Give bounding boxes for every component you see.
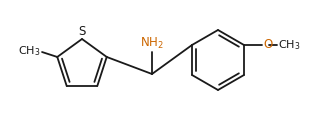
Text: NH$_2$: NH$_2$ (140, 36, 164, 51)
Text: S: S (78, 25, 86, 38)
Text: CH$_3$: CH$_3$ (18, 44, 40, 58)
Text: CH$_3$: CH$_3$ (278, 38, 301, 52)
Text: O: O (263, 39, 272, 51)
